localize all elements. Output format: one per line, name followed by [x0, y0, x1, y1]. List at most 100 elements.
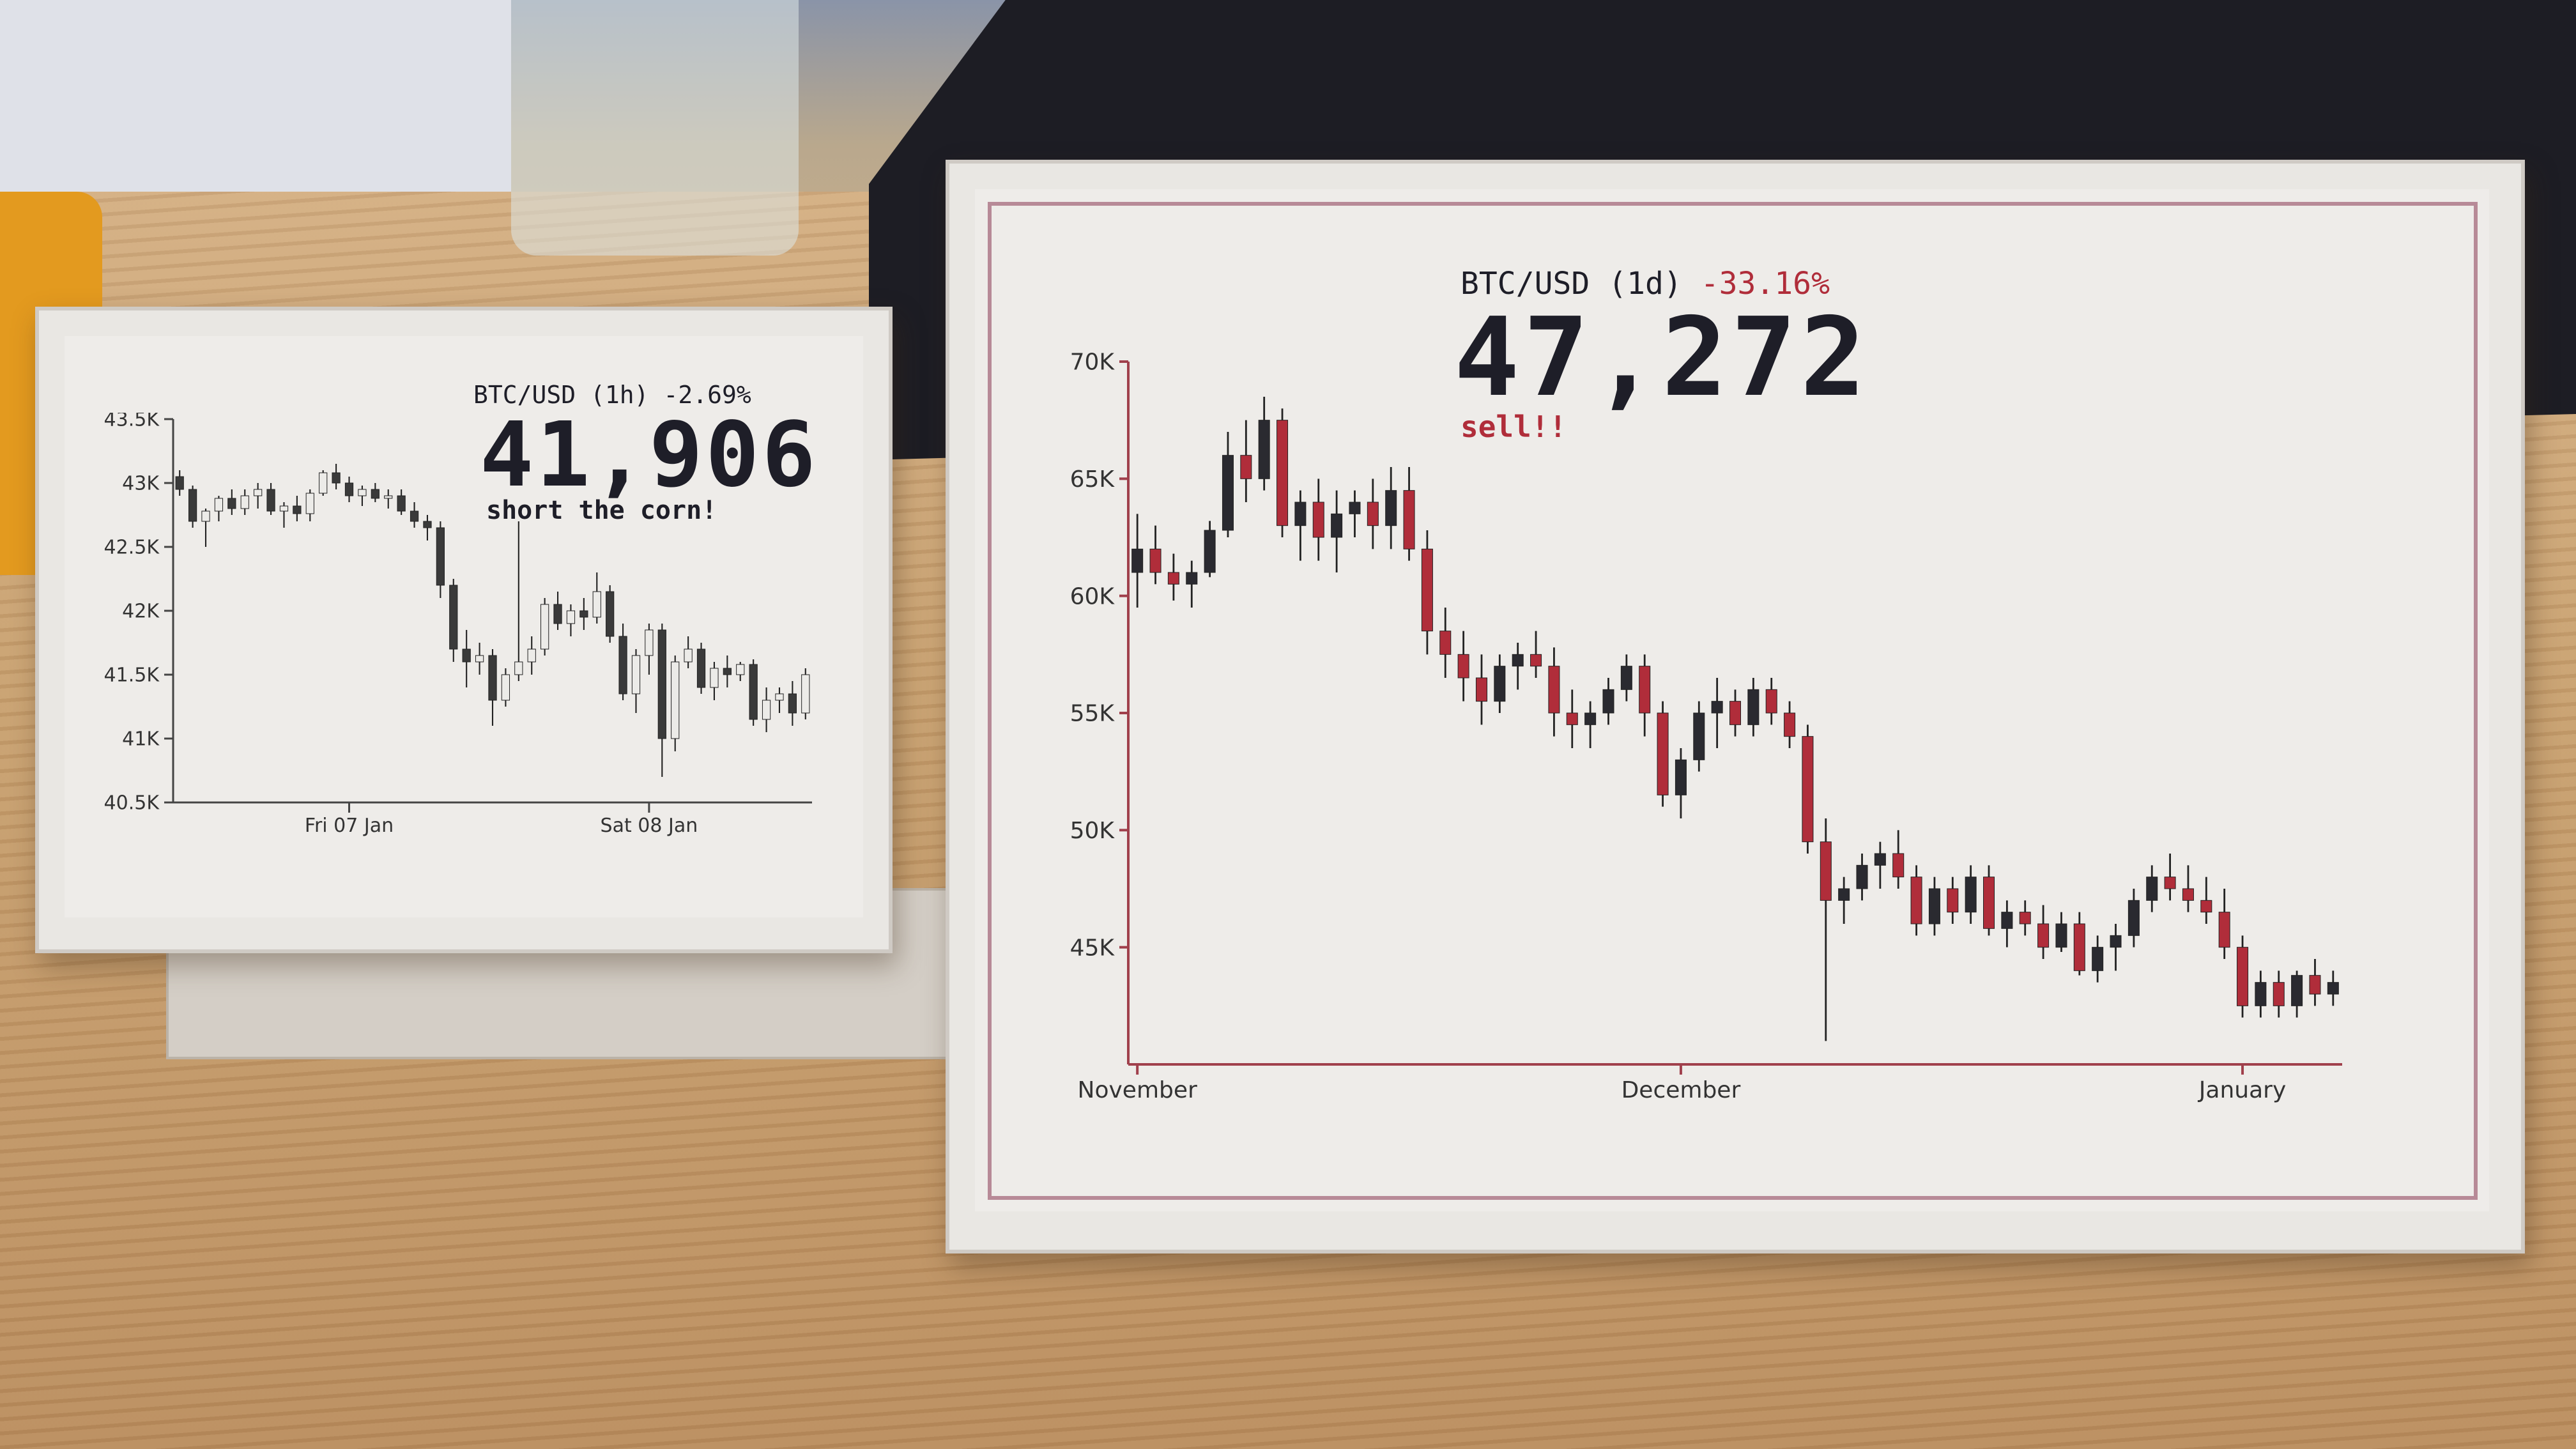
- candle-body: [332, 472, 341, 484]
- candle-body: [1439, 631, 1452, 655]
- candle-body: [775, 693, 784, 701]
- y-tick-label: 65K: [1070, 466, 1116, 493]
- candle-body: [2055, 923, 2067, 948]
- candle-body: [1910, 877, 1922, 924]
- candle-body: [266, 489, 275, 512]
- candle-body: [2182, 888, 2194, 901]
- y-tick-label: 55K: [1070, 701, 1116, 727]
- candle-body: [606, 591, 615, 637]
- candle-body: [1367, 502, 1379, 526]
- candle-body: [1294, 502, 1307, 526]
- candle-body: [1331, 513, 1343, 538]
- candle-body: [1602, 689, 1614, 714]
- candle-body: [671, 661, 680, 739]
- candle-body: [1820, 841, 1832, 901]
- candle-body: [1657, 712, 1669, 795]
- candle-body: [1349, 502, 1361, 514]
- candle-body: [1530, 654, 1542, 667]
- candle-body: [579, 610, 588, 618]
- candle-body: [410, 510, 419, 522]
- small-price: 41,906: [480, 403, 818, 507]
- candle-body: [762, 700, 771, 720]
- candle-body: [1566, 712, 1578, 725]
- candle-body: [1983, 877, 1995, 929]
- candle-body: [2146, 877, 2158, 901]
- candle-body: [1729, 701, 1742, 725]
- candle-body: [1457, 654, 1469, 678]
- y-tick-label: 60K: [1070, 583, 1116, 610]
- large-message: sell!!: [1460, 410, 1567, 444]
- candle-body: [2164, 877, 2176, 889]
- candle-body: [254, 489, 263, 496]
- candle-body: [1711, 701, 1723, 714]
- candle-body: [2291, 975, 2303, 1006]
- candle-body: [1765, 689, 1777, 714]
- candle-body: [1784, 712, 1796, 737]
- candle-body: [657, 629, 666, 739]
- candle-body: [1222, 455, 1234, 531]
- candle-body: [1186, 572, 1198, 585]
- candle-body: [1548, 666, 1560, 714]
- small-message: short the corn!: [486, 496, 717, 525]
- candle-body: [305, 493, 314, 514]
- candle-body: [684, 648, 693, 663]
- x-tick-label: November: [1078, 1077, 1197, 1103]
- small-candlestick-chart: 43.5K 43K 42.5K 42K 41.5K 41K 40.5K Fri 07 Jan S…: [104, 413, 812, 837]
- candle-body: [2218, 912, 2230, 948]
- candle-body: [2273, 982, 2285, 1006]
- candle-body: [631, 655, 641, 694]
- candle-body: [2237, 947, 2249, 1006]
- large-screen: [975, 189, 2489, 1211]
- candle-body: [2327, 982, 2339, 995]
- candle-body: [1675, 759, 1687, 795]
- candle-body: [358, 489, 367, 496]
- candle-body: [723, 668, 732, 675]
- candle-body: [319, 472, 328, 494]
- y-tick-label: 42.5K: [104, 537, 160, 559]
- candle-body: [1965, 877, 1977, 913]
- candle-body: [2128, 900, 2140, 936]
- candle-body: [566, 610, 576, 624]
- candle-body: [436, 527, 445, 586]
- candle-body: [2309, 975, 2321, 995]
- y-tick-label: 41K: [122, 728, 160, 751]
- large-pair-label: BTC/USD (1d): [1460, 266, 1682, 302]
- candle-body: [2092, 947, 2104, 971]
- candle-body: [462, 648, 471, 663]
- candle-body: [188, 489, 197, 522]
- y-tick-label: 50K: [1070, 818, 1116, 844]
- candle-body: [1838, 888, 1850, 901]
- candle-body: [1856, 864, 1868, 889]
- candle-body: [736, 664, 745, 675]
- x-tick-label: Sat 08 Jan: [601, 815, 698, 837]
- candle-body: [2200, 900, 2212, 913]
- candle-body: [344, 482, 354, 496]
- candle-body: [2037, 923, 2050, 948]
- candle-body: [788, 693, 797, 714]
- candle-body: [1802, 736, 1814, 843]
- candle-body: [1584, 712, 1597, 725]
- large-screen-border: [988, 202, 2478, 1200]
- small-pair-label: BTC/USD (1h): [473, 381, 649, 409]
- candle-body: [2019, 912, 2031, 924]
- candle-body: [2073, 923, 2085, 971]
- candle-body: [540, 604, 549, 650]
- candle-body: [592, 591, 601, 618]
- candle-body: [475, 655, 484, 663]
- y-tick-label: 41.5K: [104, 664, 160, 687]
- candle-body: [371, 489, 379, 499]
- candle-body: [1747, 689, 1759, 725]
- candle-body: [1312, 502, 1324, 538]
- y-tick-label: 43K: [122, 473, 160, 495]
- y-tick-label: 45K: [1070, 935, 1116, 961]
- candle-body: [2110, 935, 2122, 948]
- candle-body: [384, 495, 393, 499]
- candle-body: [553, 604, 562, 624]
- large-change-label: -33.16%: [1700, 266, 1830, 302]
- candle-body: [501, 674, 510, 701]
- candle-body: [696, 648, 706, 688]
- candle-body: [1131, 548, 1144, 573]
- large-eink-display: BTC/USD (1d) -33.16% 47,272 sell!! 70K 65…: [946, 160, 2525, 1254]
- candle-body: [1149, 548, 1162, 573]
- candle-body: [240, 495, 249, 509]
